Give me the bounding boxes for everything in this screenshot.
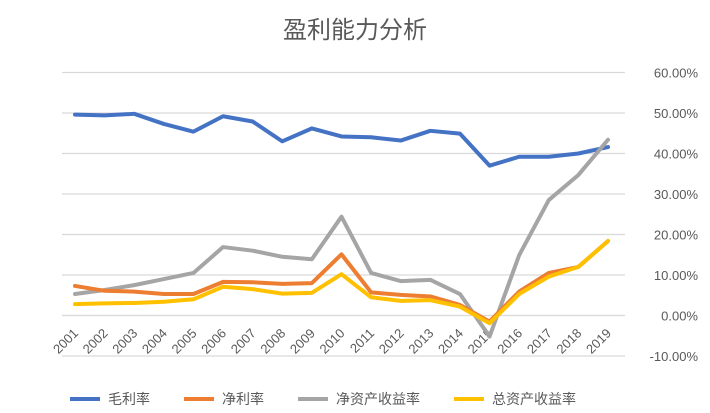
legend-label: 毛利率 bbox=[108, 392, 150, 408]
legend-item: 净利率 bbox=[184, 389, 264, 409]
legend-swatch bbox=[454, 397, 484, 401]
y-tick-label: 50.00% bbox=[654, 106, 699, 121]
x-tick-label: 2001 bbox=[50, 326, 81, 357]
x-tick-label: 2011 bbox=[347, 326, 377, 356]
y-tick-label: 20.00% bbox=[654, 228, 699, 243]
legend-swatch bbox=[184, 397, 214, 401]
x-tick-label: 2002 bbox=[80, 326, 111, 357]
series-line-0 bbox=[73, 111, 610, 168]
y-tick-label: 60.00% bbox=[654, 66, 699, 81]
y-tick-label: 40.00% bbox=[654, 147, 699, 162]
x-tick-label: 2014 bbox=[435, 326, 466, 357]
y-tick-label: 30.00% bbox=[654, 187, 699, 202]
legend-item: 总资产收益率 bbox=[454, 389, 576, 409]
y-tick-label: 10.00% bbox=[654, 268, 699, 283]
chart-title: 盈利能力分析 bbox=[283, 16, 427, 44]
legend: 毛利率 净利率 净资产收益率 总资产收益率 bbox=[70, 389, 610, 409]
legend-label: 净利率 bbox=[222, 392, 264, 408]
x-tick-label: 2004 bbox=[139, 326, 170, 357]
legend-swatch bbox=[298, 397, 328, 401]
x-tick-label: 2007 bbox=[228, 326, 259, 357]
legend-item: 净资产收益率 bbox=[298, 389, 420, 409]
x-tick-label: 2019 bbox=[583, 326, 614, 357]
x-tick-label: 2009 bbox=[287, 326, 318, 357]
x-tick-label: 2006 bbox=[198, 326, 229, 357]
x-tick-label: 2010 bbox=[317, 326, 348, 357]
y-tick-label: -10.00% bbox=[650, 349, 699, 364]
x-tick-label: 2018 bbox=[553, 326, 584, 357]
x-tick-label: 2013 bbox=[405, 326, 436, 357]
legend-item: 毛利率 bbox=[70, 389, 150, 409]
legend-swatch bbox=[70, 397, 100, 401]
x-tick-label: 2016 bbox=[494, 326, 525, 357]
x-tick-label: 2012 bbox=[376, 326, 407, 357]
legend-label: 总资产收益率 bbox=[492, 392, 576, 408]
x-tick-label: 2017 bbox=[524, 326, 555, 357]
x-tick-label: 2005 bbox=[169, 326, 200, 357]
legend-label: 净资产收益率 bbox=[336, 392, 420, 408]
x-tick-label: 2008 bbox=[257, 326, 288, 357]
y-tick-label: 0.00% bbox=[661, 309, 698, 324]
series-line-2 bbox=[73, 137, 610, 339]
x-tick-label: 2003 bbox=[109, 326, 140, 357]
